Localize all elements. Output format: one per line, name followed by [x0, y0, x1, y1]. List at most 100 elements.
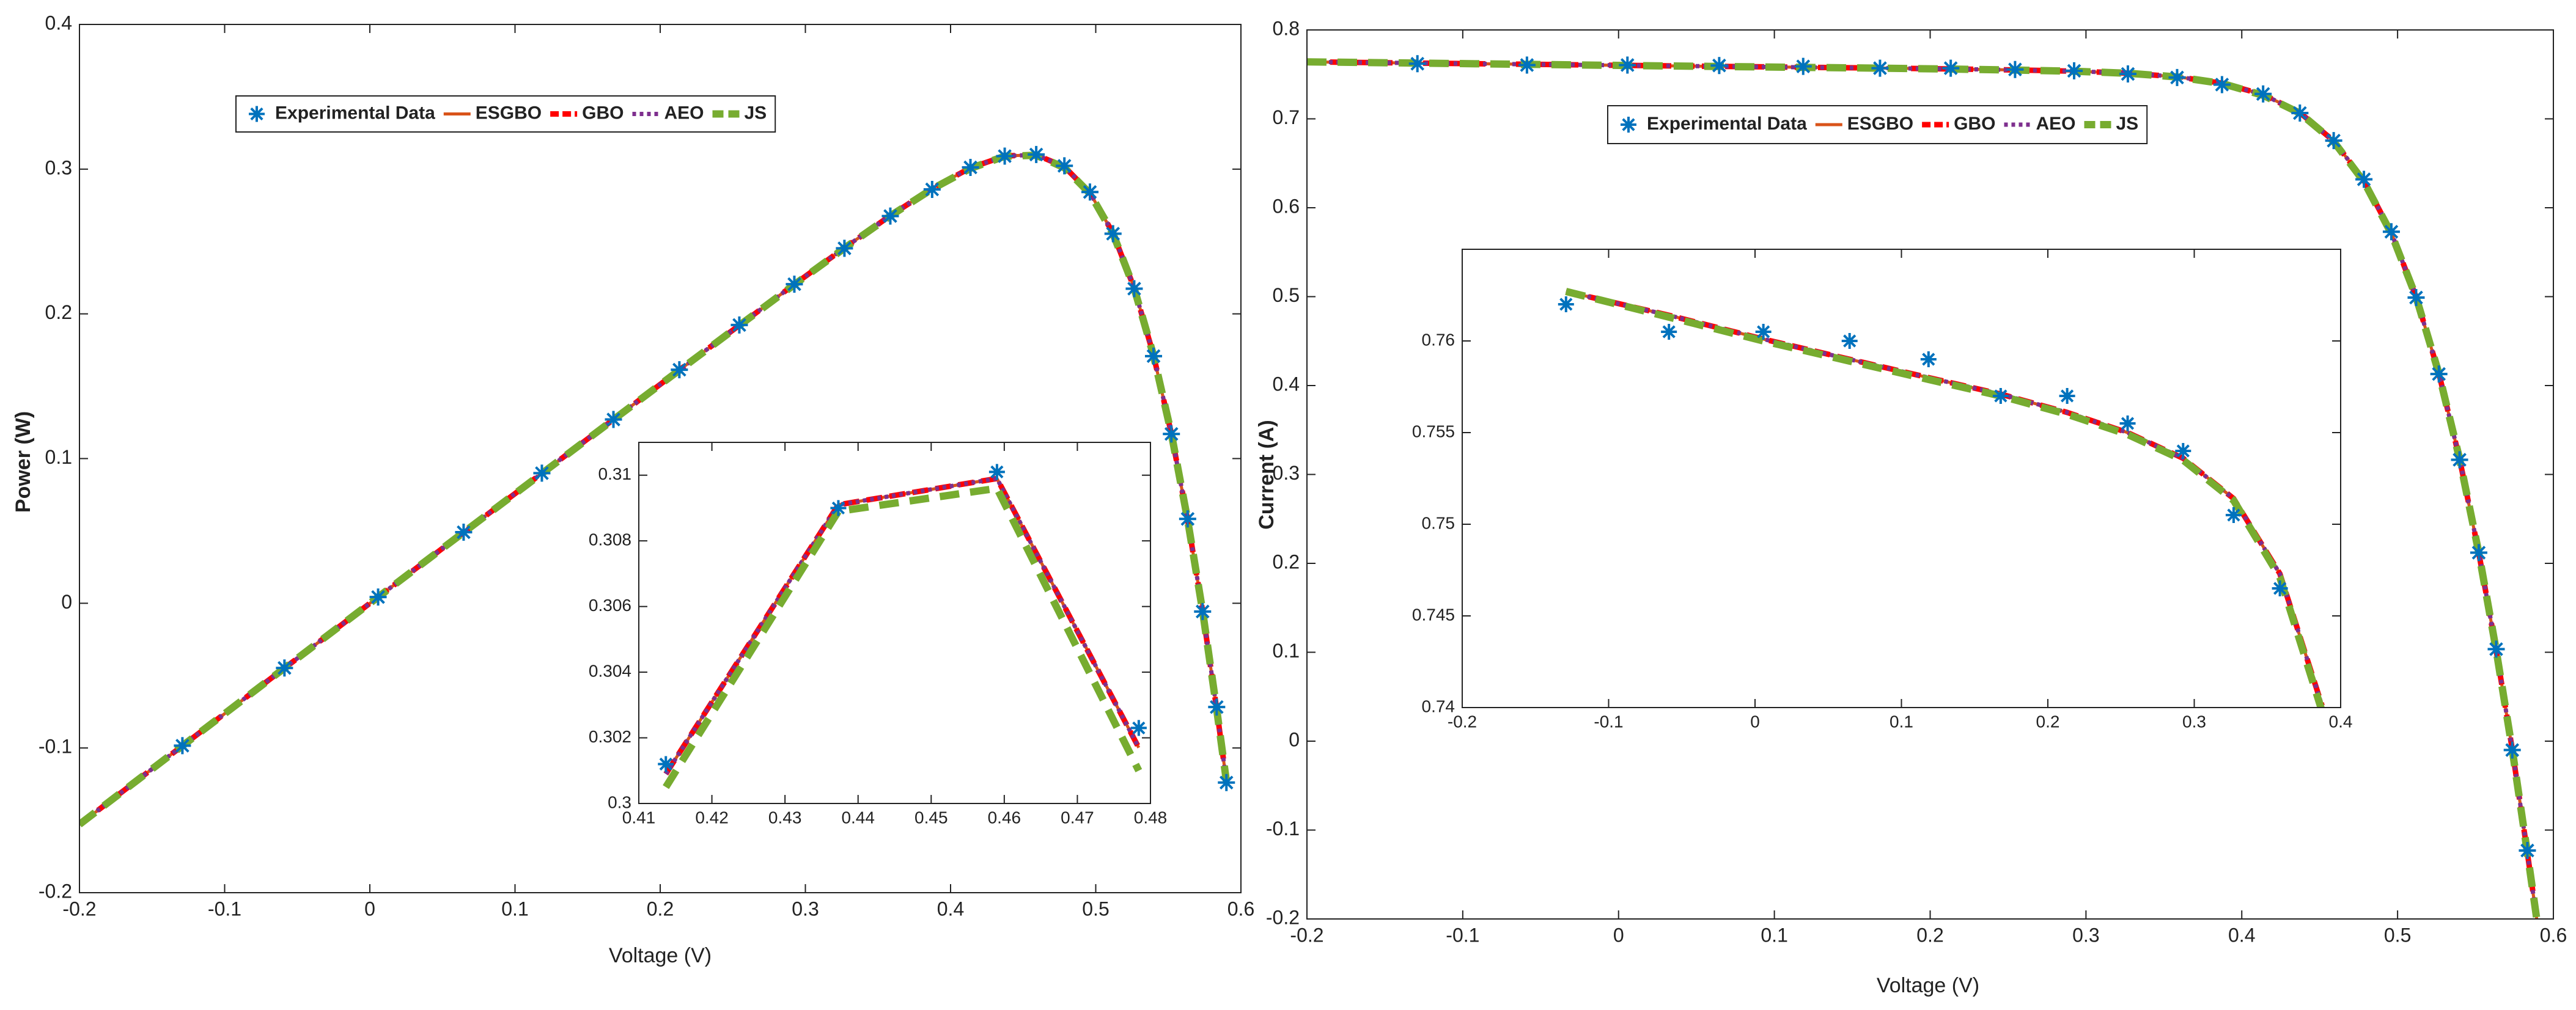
axes-frame	[1306, 29, 2554, 920]
axes-frame	[1462, 249, 2341, 708]
data-point	[2355, 170, 2373, 188]
legend-label: GBO	[1954, 114, 1995, 134]
legend: Experimental Data ESGBO GBO AEO JS	[235, 95, 776, 133]
y-tick-label: 0.4	[1273, 373, 1300, 395]
data-point	[730, 316, 748, 334]
data-point	[455, 524, 473, 541]
data-point	[2225, 507, 2242, 523]
data-point	[988, 464, 1005, 480]
data-point	[2430, 365, 2448, 383]
data-point	[2382, 223, 2400, 241]
data-point	[2487, 640, 2505, 658]
y-tick-label: 0.6	[1273, 195, 1300, 217]
axes: 0.41 0.42 0.43 0.44 0.45 0.46 0.47 0.48 0.3 0.302…	[589, 442, 1167, 827]
x-tick-label: -0.2	[62, 898, 96, 920]
axes-frame	[638, 442, 1151, 804]
legend-frame	[235, 95, 776, 133]
data-point	[2503, 741, 2521, 759]
y-tick-label: 0	[1289, 728, 1300, 750]
legend-label: ESGBO	[476, 103, 542, 123]
series-line	[664, 476, 1141, 775]
y-tick-label: -0.2	[39, 880, 72, 902]
y-tick-label: 0.5	[1273, 284, 1300, 306]
legend-label: ESGBO	[1847, 114, 1913, 134]
data-point	[830, 500, 847, 516]
data-point	[2451, 451, 2468, 469]
x-tick-label: 0.6	[2540, 924, 2567, 946]
data-point	[1208, 698, 1226, 716]
x-tick-label: 0.45	[914, 808, 948, 827]
series-line	[663, 485, 1143, 789]
y-tick-label: 0.755	[1412, 422, 1455, 441]
data-point	[1194, 602, 1212, 620]
x-tick-label: 0.3	[2072, 924, 2099, 946]
data-point	[1518, 56, 1536, 74]
data-point	[1755, 324, 1772, 340]
y-tick-label: 0.2	[45, 301, 72, 323]
x-tick-label: 0.4	[2228, 924, 2255, 946]
data-point	[658, 756, 674, 772]
data-point	[1104, 225, 1122, 243]
data-point	[2254, 85, 2272, 103]
x-tick-label: 0.5	[1082, 898, 1109, 920]
plot	[1558, 288, 2325, 708]
y-tick-label: 0.308	[589, 530, 631, 549]
x-axis-label: Voltage (V)	[609, 944, 712, 967]
data-point	[1920, 351, 1937, 367]
x-tick-label: 0.48	[1134, 808, 1168, 827]
axes: -0.2 -0.1 0 0.1 0.2 0.3 0.4 0.74 0.745 0.75 0.755 0…	[1412, 249, 2352, 731]
x-tick-label: 0.46	[988, 808, 1021, 827]
x-tick-label: 0.3	[792, 898, 819, 920]
data-point	[1661, 324, 1677, 340]
legend-label: JS	[2116, 114, 2139, 134]
x-tick-label: 0	[1750, 712, 1760, 731]
y-axis-label: Current (A)	[1255, 420, 1278, 529]
data-point	[2519, 841, 2536, 859]
data-point	[2119, 415, 2136, 431]
y-tick-label: 0.1	[1273, 640, 1300, 662]
data-point	[605, 411, 622, 428]
data-point	[2470, 544, 2487, 562]
y-tick-label: 0.306	[589, 596, 631, 615]
x-tick-label: -0.1	[1446, 924, 1479, 946]
y-tick-label: 0.4	[45, 12, 72, 34]
data-point	[1218, 774, 1235, 791]
x-tick-label: -0.2	[1448, 712, 1477, 731]
legend-label: Experimental Data	[275, 103, 435, 123]
y-tick-label: 0.1	[45, 446, 72, 468]
data-point	[1619, 56, 1636, 74]
data-point	[1841, 333, 1858, 349]
data-point	[996, 147, 1014, 165]
legend-label: AEO	[2036, 114, 2075, 134]
plot	[1307, 55, 2541, 919]
data-point	[276, 659, 293, 677]
data-point	[2407, 288, 2425, 306]
y-tick-label: -0.1	[1266, 818, 1300, 840]
legend-label: GBO	[582, 103, 624, 123]
y-tick-label: 0	[61, 591, 72, 613]
legend-label: JS	[745, 103, 767, 123]
y-tick-label: 0.76	[1422, 330, 1455, 349]
data-point	[1992, 388, 2009, 404]
data-point	[1710, 57, 1728, 75]
data-point	[2168, 68, 2186, 86]
y-tick-label: 0.304	[589, 661, 631, 680]
x-tick-label: 0.41	[622, 808, 656, 827]
legend-marker	[249, 106, 265, 122]
x-tick-label: 0.44	[841, 808, 875, 827]
x-tick-label: 0	[364, 898, 375, 920]
data-point	[1028, 145, 1045, 163]
data-point	[2066, 62, 2083, 79]
series-line	[1565, 288, 2325, 708]
data-point	[1408, 55, 1426, 73]
data-point	[1081, 183, 1098, 201]
x-tick-label: 0.1	[1761, 924, 1787, 946]
x-tick-label: 0.43	[768, 808, 802, 827]
x-tick-label: 0.2	[1916, 924, 1943, 946]
data-point	[1163, 425, 1180, 443]
legend-label: Experimental Data	[1647, 114, 1807, 134]
data-point	[1145, 347, 1163, 365]
data-point	[962, 158, 979, 176]
x-tick-label: -0.1	[208, 898, 241, 920]
x-axis-label: Voltage (V)	[1877, 974, 1979, 997]
